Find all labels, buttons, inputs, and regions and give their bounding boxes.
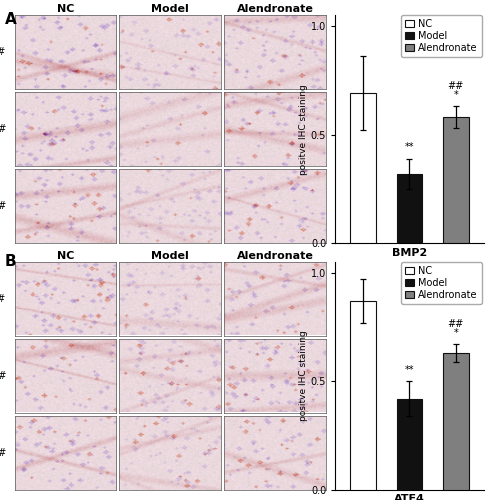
Y-axis label: positve IHC staining: positve IHC staining — [299, 330, 308, 421]
Text: **: ** — [405, 142, 414, 152]
Y-axis label: 3#: 3# — [0, 202, 6, 211]
Text: A: A — [5, 12, 17, 26]
Bar — [443, 117, 469, 244]
Text: ##: ## — [448, 319, 464, 329]
X-axis label: ATF4: ATF4 — [394, 494, 425, 500]
Legend: NC, Model, Alendronate: NC, Model, Alendronate — [401, 262, 482, 304]
Title: Alendronate: Alendronate — [237, 4, 313, 14]
Title: NC: NC — [57, 251, 74, 261]
Y-axis label: 1#: 1# — [0, 47, 6, 57]
Y-axis label: 2#: 2# — [0, 124, 6, 134]
Legend: NC, Model, Alendronate: NC, Model, Alendronate — [401, 16, 482, 57]
Text: *: * — [453, 328, 458, 338]
Bar — [350, 94, 376, 244]
Y-axis label: 3#: 3# — [0, 448, 6, 458]
Title: NC: NC — [57, 4, 74, 14]
Bar — [397, 398, 422, 490]
Title: Alendronate: Alendronate — [237, 251, 313, 261]
Text: **: ** — [405, 364, 414, 374]
Bar — [397, 174, 422, 244]
Y-axis label: 2#: 2# — [0, 371, 6, 381]
Text: *: * — [453, 90, 458, 100]
Title: Model: Model — [152, 4, 189, 14]
Bar — [443, 353, 469, 490]
Y-axis label: 1#: 1# — [0, 294, 6, 304]
Text: ##: ## — [448, 81, 464, 91]
Title: Model: Model — [152, 251, 189, 261]
Y-axis label: positve IHC staining: positve IHC staining — [299, 84, 308, 174]
Text: B: B — [5, 254, 17, 269]
X-axis label: BMP2: BMP2 — [392, 248, 427, 258]
Bar — [350, 301, 376, 490]
